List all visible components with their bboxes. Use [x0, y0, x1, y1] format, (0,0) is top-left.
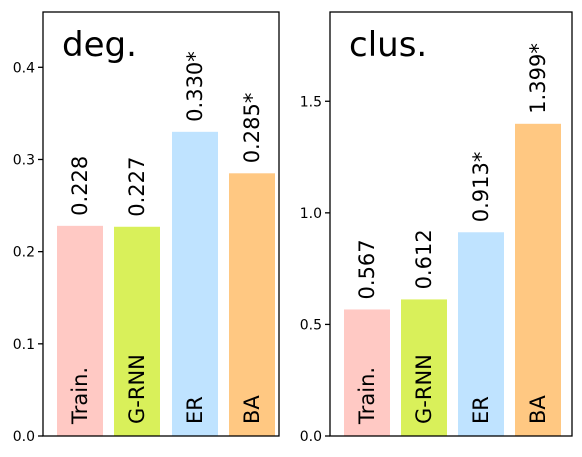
bar-g-rnn — [401, 299, 447, 436]
y-tick-label: 0.5 — [300, 317, 322, 333]
value-label: 0.285* — [240, 93, 264, 164]
category-label: Train. — [355, 367, 379, 425]
category-label: ER — [469, 396, 493, 424]
bar-er — [172, 131, 218, 436]
y-tick-label: 0.3 — [13, 152, 35, 168]
value-label: 0.330* — [183, 51, 207, 122]
y-tick-label: 0.4 — [13, 60, 35, 76]
category-label: ER — [183, 396, 207, 424]
category-label: BA — [240, 395, 264, 424]
y-tick-label: 0.2 — [13, 245, 35, 261]
y-tick-label: 0.1 — [13, 337, 35, 353]
bar-er — [458, 232, 504, 436]
category-label: G-RNN — [125, 354, 149, 424]
panel-title: clus. — [349, 25, 427, 65]
y-tick-label: 0.0 — [13, 429, 35, 445]
bar-ba — [229, 173, 275, 436]
value-label: 0.227 — [125, 157, 149, 217]
panel-clustering: Train. 0.567 G-RNN 0.612 ER 0.913* BA 1.399* 0.0… — [300, 11, 573, 445]
value-label: 0.612 — [412, 229, 436, 289]
bar-ba — [515, 123, 561, 436]
panel-title: deg. — [62, 25, 137, 65]
bar-train — [344, 309, 390, 436]
value-label: 1.399* — [526, 43, 550, 114]
plot-frame — [42, 11, 280, 437]
value-label: 0.567 — [355, 239, 379, 299]
value-label: 0.228 — [68, 156, 92, 216]
category-label: Train. — [68, 367, 92, 425]
plot-frame — [329, 11, 573, 437]
bar-g-rnn — [114, 226, 160, 436]
category-label: BA — [526, 395, 550, 424]
panel-degree: Train. 0.228 G-RNN 0.227 ER 0.330* BA 0.285* 0.0… — [13, 11, 280, 445]
bar-train — [57, 225, 103, 436]
y-tick-label: 1.0 — [300, 206, 322, 222]
category-label: G-RNN — [412, 354, 436, 424]
y-tick-label: 0.0 — [300, 429, 322, 445]
value-label: 0.913* — [469, 152, 493, 223]
y-tick-label: 1.5 — [300, 94, 322, 110]
